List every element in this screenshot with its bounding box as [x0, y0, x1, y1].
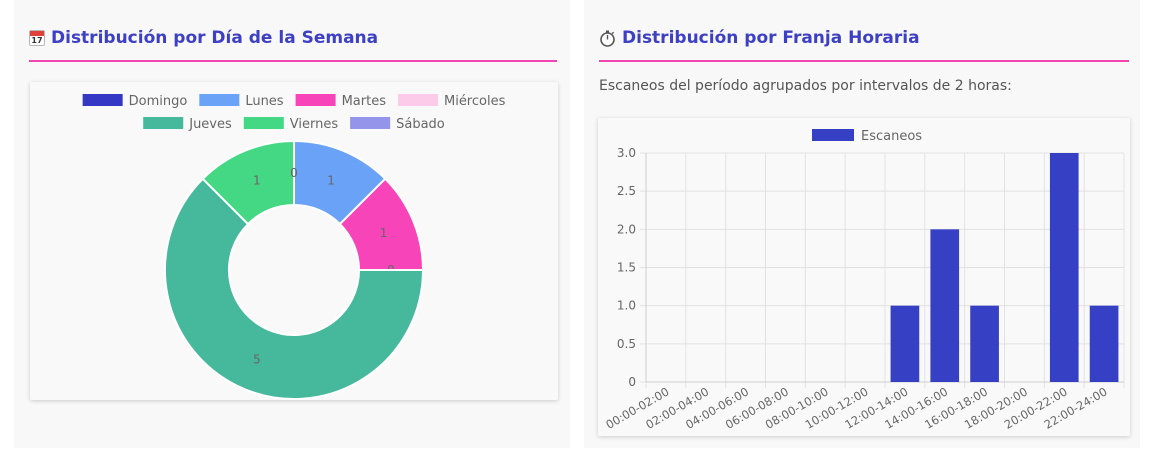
legend-swatch: [350, 117, 391, 129]
legend-swatch: [812, 129, 854, 141]
legend-label: Viernes: [290, 117, 339, 132]
stopwatch-icon: [600, 30, 615, 47]
y-tick-label: 0: [628, 375, 636, 389]
y-tick-label: 2.5: [617, 184, 636, 198]
legend-label: Sábado: [396, 117, 445, 132]
legend-label: Lunes: [245, 94, 283, 109]
legend-swatch: [397, 94, 438, 106]
legend-swatch: [243, 117, 284, 129]
timeslot-chart-card: Escaneos 0 0.5 1.0 1.5 2.0 2.5 3.0 00:00-02:00 02…: [598, 118, 1130, 436]
timeslot-title-text: Distribución por Franja Horaria: [622, 28, 920, 48]
legend-swatch: [199, 94, 240, 106]
legend-item-miércoles[interactable]: Miércoles: [397, 94, 506, 109]
legend-item-jueves[interactable]: Jueves: [143, 117, 232, 132]
legend-item-escaneos[interactable]: Escaneos: [812, 129, 922, 144]
y-tick-label: 0.5: [617, 337, 636, 351]
weekday-section-title: 17 Distribución por Día de la Semana: [29, 28, 378, 48]
bar-16:00-18:00[interactable]: [970, 305, 999, 382]
timeslot-subtitle: Escaneos del período agrupados por inter…: [599, 78, 1012, 94]
slice-value-label-jueves: 5: [253, 353, 261, 367]
slice-value-label-lunes: 1: [327, 173, 335, 187]
y-tick-label: 1.0: [617, 299, 636, 313]
slice-value-label-viernes: 1: [253, 173, 261, 187]
timeslot-bar-chart: Escaneos00.51.01.52.02.53.000:00-02:0002…: [603, 129, 1125, 432]
legend-item-domingo[interactable]: Domingo: [82, 94, 188, 109]
bar-14:00-16:00[interactable]: [930, 229, 960, 382]
legend-swatch: [82, 94, 123, 106]
y-tick-label: 1.5: [617, 261, 636, 275]
timeslot-section-title: Distribución por Franja Horaria: [599, 28, 920, 48]
slice-value-label-martes: 1: [380, 226, 388, 240]
legend-item-lunes[interactable]: Lunes: [199, 94, 284, 109]
doughnut-slice-viernes[interactable]: [201, 139, 295, 226]
slice-value-label-sábado: 0: [290, 166, 298, 180]
legend-label: Escaneos: [861, 129, 922, 144]
bar-12:00-14:00[interactable]: [890, 305, 920, 382]
bar-20:00-22:00[interactable]: [1049, 153, 1079, 382]
legend-label: Domingo: [129, 94, 188, 109]
legend-label: Jueves: [188, 117, 232, 132]
weekday-chart-card: Domingo Lunes Martes Miércoles Jueves Viernes…: [30, 82, 558, 400]
bar-22:00-24:00[interactable]: [1089, 305, 1119, 382]
legend-label: Miércoles: [444, 94, 506, 109]
y-tick-label: 2.0: [617, 222, 636, 236]
weekday-title-text: Distribución por Día de la Semana: [51, 28, 379, 48]
legend-item-viernes[interactable]: Viernes: [243, 117, 339, 132]
calendar-icon-number: 17: [31, 36, 43, 45]
legend-swatch: [143, 117, 184, 129]
timeslot-title-rule: [599, 60, 1129, 62]
weekday-doughnut-chart: Domingo Lunes Martes Miércoles Jueves Viernes…: [82, 94, 506, 400]
legend-item-martes[interactable]: Martes: [295, 94, 387, 109]
y-tick-label: 3.0: [617, 146, 636, 160]
legend-swatch: [295, 94, 336, 106]
calendar-icon: 17: [29, 30, 45, 46]
legend-label: Martes: [342, 94, 387, 109]
legend-item-sábado[interactable]: Sábado: [350, 117, 445, 132]
weekday-title-rule: [29, 60, 557, 62]
doughnut-slice-jueves[interactable]: [164, 177, 425, 400]
